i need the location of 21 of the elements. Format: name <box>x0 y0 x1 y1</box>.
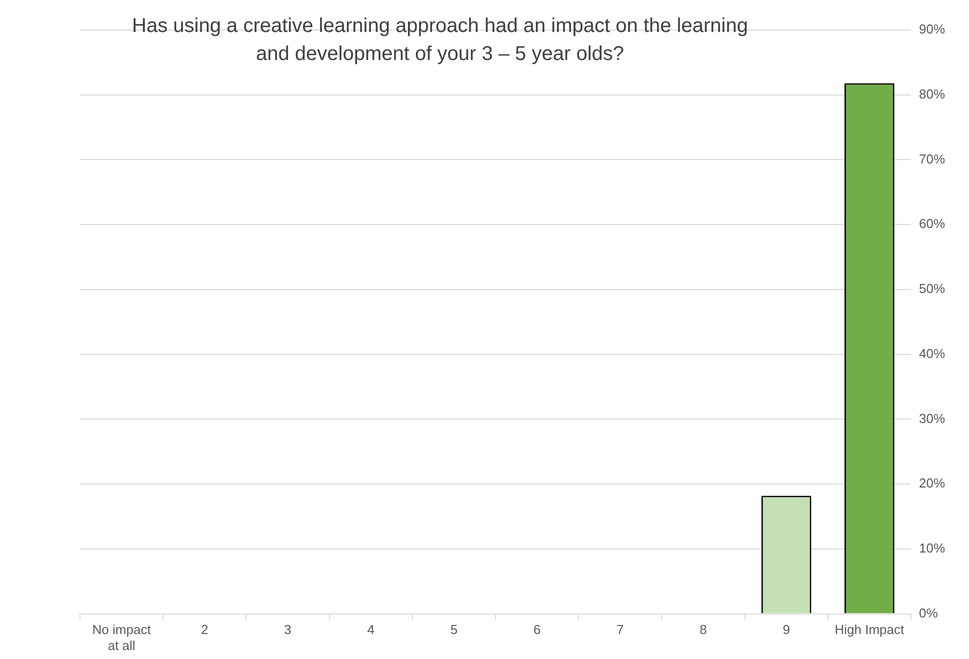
x-tick-label: 4 <box>367 622 374 638</box>
y-tick-label: 20% <box>918 476 946 491</box>
y-tick-label: 70% <box>918 151 946 166</box>
y-tick-label: 40% <box>918 346 946 361</box>
x-tick-label: 2 <box>201 622 208 638</box>
x-tick-label: 5 <box>450 622 458 638</box>
x-tick-label: 6 <box>533 622 541 638</box>
y-tick-label: 60% <box>918 216 946 232</box>
x-tick-label: High Impact <box>834 622 904 638</box>
x-tick-label: 3 <box>284 622 292 638</box>
y-tick-label: 10% <box>918 540 946 556</box>
x-tick-label: 8 <box>700 622 707 638</box>
y-tick-label: 50% <box>918 281 946 296</box>
y-tick-label: 80% <box>918 86 946 102</box>
x-tick-label: No impact at all <box>92 622 152 653</box>
y-tick-label: 30% <box>918 410 946 426</box>
y-tick-label: 90% <box>918 22 946 37</box>
y-tick-label: 0% <box>918 605 938 620</box>
chart-title: Has using a creative learning approach had an impact on the learning and development of your 3 – 5 year olds? <box>131 14 749 67</box>
x-tick-label: 9 <box>782 622 790 638</box>
x-tick-label: 7 <box>616 622 624 638</box>
